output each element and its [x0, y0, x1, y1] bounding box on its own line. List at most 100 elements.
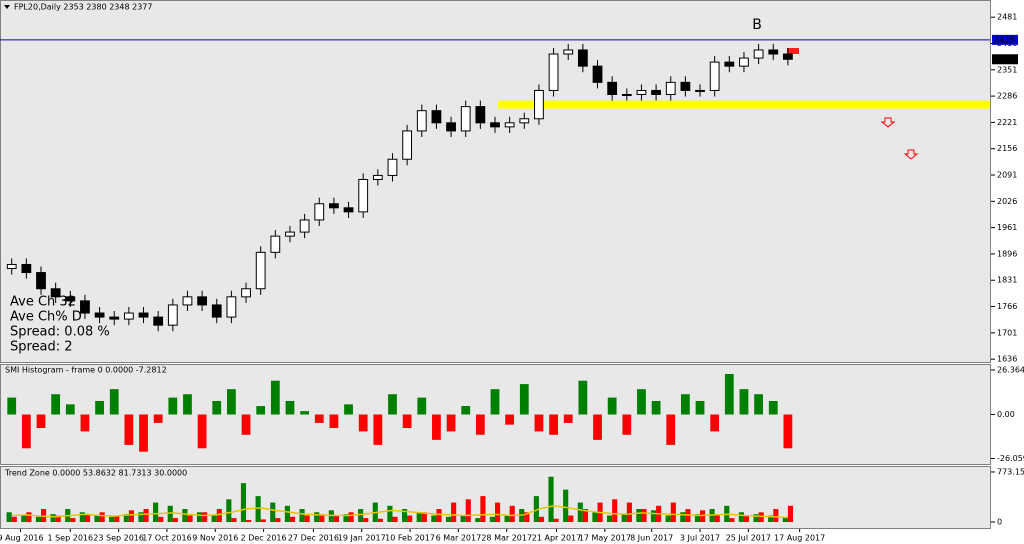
price-label: 2425: [994, 35, 1014, 44]
candle-body: [21, 263, 32, 274]
y-tick-label: 0.00: [997, 410, 1015, 419]
histogram-bar: [549, 414, 558, 435]
trend-bar: [592, 512, 598, 522]
candle-body: [36, 272, 46, 290]
x-tick-label: 23 Sep 2016: [93, 534, 144, 543]
menu-arrow[interactable]: [4, 5, 10, 9]
trend-bar: [21, 515, 27, 522]
candle-body: [314, 203, 325, 221]
histogram-bar: [153, 414, 163, 423]
x-tick-label: 1 Sep 2016: [47, 534, 93, 543]
histogram-bar: [36, 414, 46, 429]
trend-bar: [636, 509, 642, 522]
candle-body: [490, 122, 500, 128]
candle-body: [226, 296, 237, 318]
histogram-bar: [593, 414, 602, 440]
histogram-bar: [724, 373, 734, 415]
x-tick-label: 9 Nov 2016: [192, 534, 238, 543]
trend-bar: [377, 518, 383, 522]
histogram-bar: [637, 389, 646, 415]
trend-bar: [407, 515, 413, 522]
candle-body: [241, 288, 251, 298]
histogram-bar: [212, 400, 222, 415]
info-text: Ave Ch 32: [10, 295, 76, 310]
last-price: 2377: [994, 55, 1014, 64]
histogram-bar: [329, 414, 339, 429]
candle-body: [123, 312, 134, 320]
trend-bar: [568, 515, 574, 522]
trend-bar: [153, 502, 159, 522]
candle-body: [519, 118, 530, 124]
trend-bar: [114, 515, 120, 522]
trend-bar: [460, 515, 466, 522]
y-tick-label: 2351: [997, 65, 1017, 74]
x-tick-label: 17 Aug 2017: [774, 534, 825, 543]
histogram-bar: [461, 406, 471, 415]
support-zone: [498, 100, 990, 109]
candle-body: [255, 251, 266, 290]
histogram-bar: [168, 397, 178, 415]
trend-bar: [11, 516, 17, 522]
trend-bar: [495, 502, 501, 522]
trend-bar: [202, 512, 208, 522]
trend-bar: [782, 516, 788, 522]
candle-body: [416, 110, 427, 132]
candle-body: [197, 296, 207, 306]
trend-bar: [465, 499, 471, 522]
trend-bar: [128, 510, 135, 522]
y-tick-label: 1636: [997, 355, 1017, 364]
histogram-bar: [139, 414, 148, 452]
candle-body: [402, 130, 413, 160]
trend-bar: [143, 509, 149, 522]
trend-bar: [216, 509, 222, 522]
y-tick-label: 2286: [997, 92, 1017, 101]
info-text: Spread: 2: [10, 340, 73, 355]
histogram-bar: [344, 404, 353, 415]
trend-bar: [694, 514, 701, 522]
histogram-bar: [241, 414, 251, 435]
candle-body: [6, 263, 17, 270]
panel-title: SMI Histogram - frame 0 0.0000 -7.2812: [5, 366, 167, 375]
trend-bar: [533, 496, 539, 522]
trend-bar: [524, 512, 530, 522]
candle-body: [577, 49, 588, 67]
candle-body: [431, 110, 442, 124]
trend-bar: [665, 515, 671, 522]
candle-body: [270, 235, 281, 253]
candle-body: [387, 158, 398, 176]
price-panel: [0, 0, 991, 363]
histogram-bar: [373, 414, 383, 445]
histogram-bar: [51, 394, 61, 415]
trend-bar: [641, 509, 647, 522]
histogram-bar: [519, 384, 529, 415]
trend-bar: [172, 518, 178, 522]
trend-bar: [70, 518, 76, 522]
annotation: B: [752, 17, 762, 33]
histogram-bar: [490, 389, 500, 415]
trend-bar: [26, 512, 32, 522]
trend-bar: [787, 505, 794, 522]
trend-bar: [451, 502, 457, 522]
trend-bar: [41, 509, 47, 522]
y-tick-label: 1831: [997, 276, 1017, 285]
trend-bar: [226, 499, 232, 522]
y-tick-label: 0: [997, 517, 1002, 526]
candle-body: [607, 81, 618, 95]
y-tick-label: 773.1532: [997, 467, 1024, 476]
candle-body: [109, 316, 120, 320]
trend-bar: [768, 515, 774, 522]
trend-bar: [99, 512, 105, 522]
candle-body: [636, 89, 647, 95]
candle-body: [460, 106, 471, 132]
trend-bar: [436, 509, 442, 522]
trend-bar: [402, 509, 408, 522]
x-tick-label: 17 May 2017: [579, 534, 631, 543]
candle-body: [475, 106, 486, 124]
histogram-bar: [226, 389, 236, 415]
histogram-bar: [109, 389, 119, 415]
histogram-bar: [666, 414, 676, 445]
down-arrow: [903, 149, 919, 160]
histogram-bar: [388, 394, 397, 415]
candle-body: [358, 178, 369, 213]
